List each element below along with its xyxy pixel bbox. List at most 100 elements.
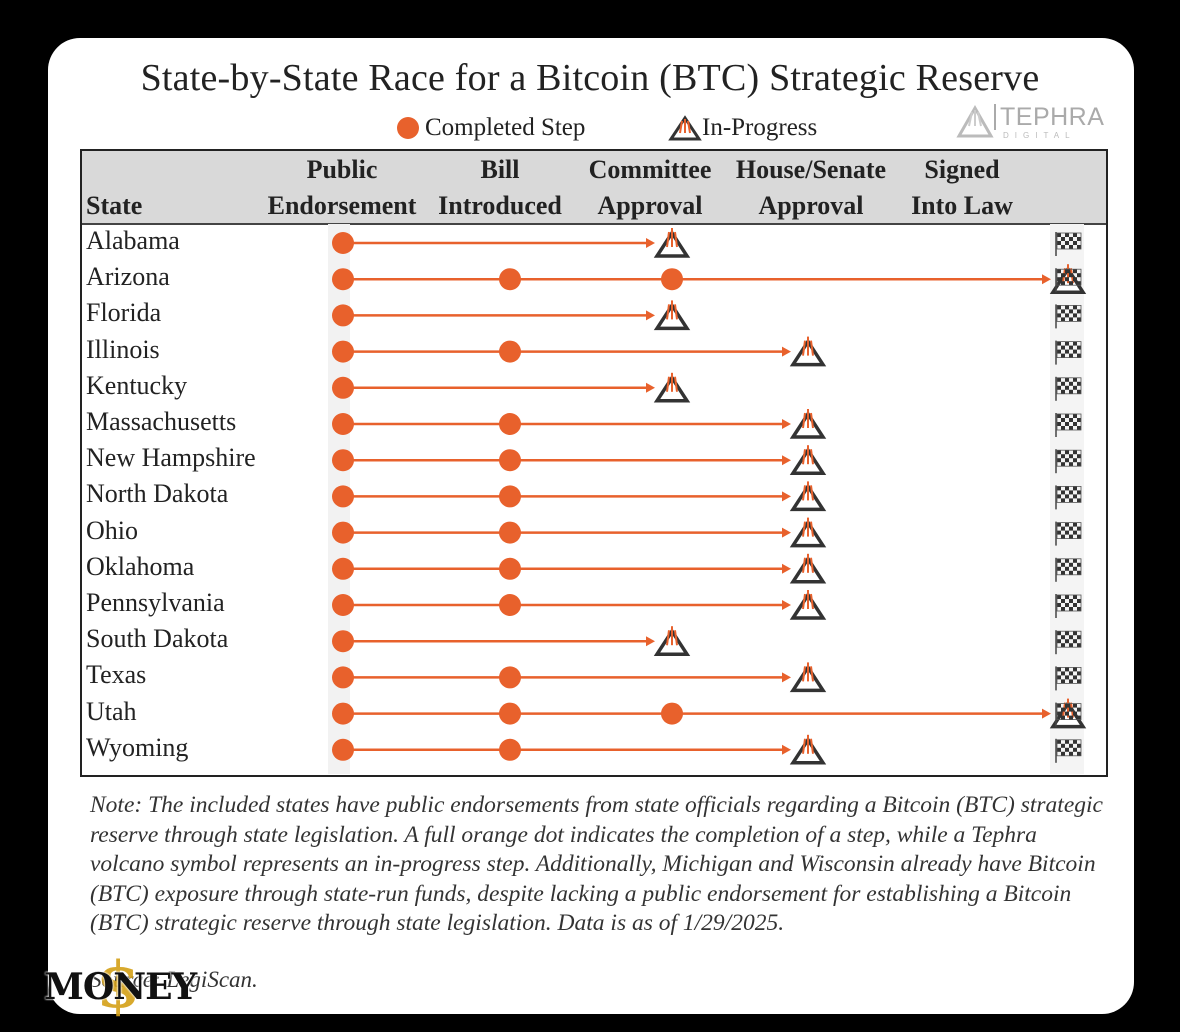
completed-dot <box>332 521 354 544</box>
dollar-watermark-icon: $ <box>96 948 141 1023</box>
header-stage-1-line1: Public <box>306 155 378 184</box>
checkered-flag-icon <box>1055 376 1082 401</box>
legend-completed-label: Completed Step <box>425 114 586 141</box>
header-stage-2-line1: Bill <box>480 155 520 184</box>
completed-dot <box>332 413 354 435</box>
completed-dot <box>332 485 354 508</box>
in-progress-volcano-icon <box>789 409 827 439</box>
in-progress-volcano-icon <box>789 590 827 620</box>
header-stage-4-line1: House/Senate <box>735 155 887 184</box>
in-progress-volcano-icon <box>653 300 691 331</box>
in-progress-volcano-icon <box>789 336 827 367</box>
header-stage-3: Committee Approval <box>580 152 720 224</box>
in-progress-volcano-icon <box>653 228 691 258</box>
arrowhead <box>782 455 791 466</box>
completed-dot <box>499 449 521 472</box>
completed-dot <box>499 702 521 725</box>
arrowhead <box>646 238 655 248</box>
state-label: Ohio <box>86 515 138 545</box>
completed-dot <box>499 557 521 580</box>
in-progress-volcano-icon <box>653 372 691 403</box>
footnote: Note: The included states have public en… <box>90 792 1103 936</box>
completed-dot <box>332 449 354 472</box>
arrowhead <box>782 744 791 755</box>
state-label: Arizona <box>86 262 170 292</box>
arrowhead <box>782 346 791 357</box>
in-progress-volcano-icon <box>789 662 827 693</box>
header-stage-3-line1: Committee <box>588 155 712 184</box>
arrowhead <box>1042 274 1051 285</box>
checkered-flag-icon <box>1055 557 1082 582</box>
source-line: Source: LegiScan. <box>90 967 258 992</box>
header-stage-5-line2: Into Law <box>911 191 1013 220</box>
state-label: Wyoming <box>86 732 189 762</box>
in-progress-volcano-icon <box>789 481 827 512</box>
checkered-flag-icon <box>1055 232 1082 256</box>
header-stage-1: Public Endorsement <box>262 152 422 224</box>
completed-dot <box>332 268 354 291</box>
in-progress-volcano-icon <box>653 626 691 656</box>
checkered-flag-icon <box>1055 666 1082 691</box>
checkered-flag-icon <box>1055 268 1082 293</box>
completed-dot <box>661 268 683 291</box>
tephra-logo: TEPHRA DIGITAL <box>956 104 1104 142</box>
completed-dot <box>332 594 354 616</box>
checkered-flag-icon <box>1055 340 1082 365</box>
table-frame <box>80 149 1108 777</box>
chart-title: State-by-State Race for a Bitcoin (BTC) … <box>140 57 1040 99</box>
state-label: South Dakota <box>86 624 229 654</box>
orange-dot-icon <box>397 117 419 139</box>
state-label: Florida <box>86 298 162 328</box>
completed-dot <box>332 376 354 399</box>
tephra-logo-icon <box>956 104 994 138</box>
completed-dot <box>499 521 521 544</box>
state-label: New Hampshire <box>86 443 256 473</box>
checkered-flag-icon <box>1055 413 1082 437</box>
table-header-band <box>82 151 1106 225</box>
state-label: Illinois <box>86 334 160 364</box>
arrowhead <box>646 382 655 393</box>
checkered-flag-icon <box>1055 449 1082 474</box>
in-progress-volcano-icon <box>789 445 827 475</box>
in-progress-volcano-icon <box>789 734 827 765</box>
completed-dot <box>661 702 683 725</box>
header-stage-1-line2: Endorsement <box>267 191 417 220</box>
state-label: Kentucky <box>86 370 188 400</box>
completed-dot <box>332 702 354 725</box>
header-stage-5: Signed Into Law <box>898 152 1026 224</box>
checkered-flag-icon <box>1055 521 1082 546</box>
arrowhead <box>782 672 791 683</box>
state-label: Pennsylvania <box>86 588 225 617</box>
header-stage-5-line1: Signed <box>924 155 1000 184</box>
completed-dot <box>332 340 354 363</box>
completed-dot <box>499 738 521 761</box>
state-label: North Dakota <box>86 479 229 509</box>
header-state: State <box>86 191 143 220</box>
logo-sub: DIGITAL <box>1003 131 1076 140</box>
header-stage-4: House/Senate Approval <box>726 152 896 224</box>
completed-dot <box>332 630 354 653</box>
completed-dot <box>499 485 521 508</box>
legend-in-progress: In-Progress <box>668 114 817 142</box>
volcano-icon <box>668 115 702 141</box>
state-label: Texas <box>86 660 147 690</box>
arrowhead <box>782 491 791 502</box>
legend-in-progress-label: In-Progress <box>702 114 818 141</box>
arrowhead <box>782 563 791 574</box>
completed-dot <box>332 557 354 580</box>
header-stage-2: Bill Introduced <box>430 152 570 224</box>
arrowhead <box>646 636 655 647</box>
arrowhead <box>782 419 791 429</box>
state-label: Oklahoma <box>86 551 195 581</box>
completed-dot <box>499 413 521 435</box>
watermark: MONEY <box>44 966 197 1008</box>
arrowhead <box>782 527 791 538</box>
arrowhead <box>782 600 791 610</box>
state-label: Massachusetts <box>86 407 237 436</box>
completed-dot <box>499 268 521 291</box>
checkered-flag-icon <box>1055 630 1082 655</box>
state-label: Alabama <box>86 226 180 255</box>
header-stage-4-line2: Approval <box>758 191 864 220</box>
arrowhead <box>646 310 655 321</box>
